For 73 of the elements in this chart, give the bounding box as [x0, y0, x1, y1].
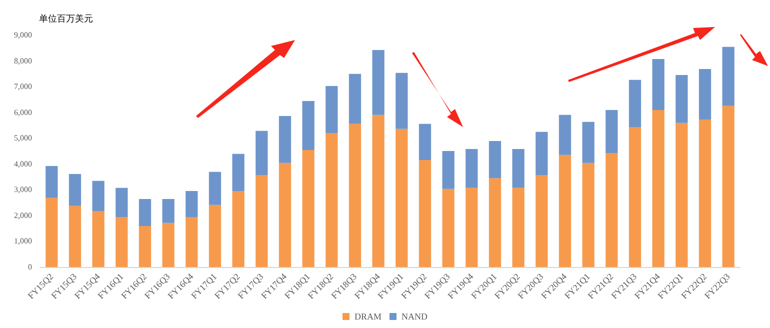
bar	[348, 124, 362, 267]
bar	[558, 154, 572, 267]
bar	[628, 127, 642, 267]
bar	[92, 180, 104, 212]
bar	[326, 86, 338, 133]
bar	[232, 190, 244, 267]
bar	[418, 160, 432, 267]
bar	[256, 130, 268, 175]
y-tick-label: 3,000	[14, 185, 32, 194]
bar	[698, 69, 712, 120]
bar	[488, 140, 502, 178]
bar	[698, 120, 712, 267]
bar	[278, 162, 292, 267]
bar	[372, 50, 384, 115]
legend-label: NAND	[402, 312, 428, 322]
legend-label: DRAM	[354, 312, 382, 322]
bar	[372, 114, 384, 267]
bar	[512, 188, 524, 267]
bar	[536, 132, 548, 175]
y-tick-label: 1,000	[14, 236, 32, 246]
bar	[722, 46, 734, 106]
bar	[68, 206, 82, 267]
bar	[652, 110, 664, 267]
bar	[302, 150, 314, 267]
bar	[68, 174, 82, 206]
bar	[652, 58, 664, 110]
bar	[466, 188, 478, 267]
bar	[92, 211, 104, 267]
bar	[302, 100, 314, 150]
bar	[558, 114, 572, 155]
bar	[606, 153, 618, 267]
bar	[488, 178, 502, 267]
bar	[46, 198, 58, 267]
bar	[442, 188, 454, 267]
y-tick-label: 8,000	[14, 56, 32, 66]
bar	[512, 148, 524, 188]
bar	[256, 174, 268, 267]
bar	[676, 74, 688, 123]
bar	[208, 204, 222, 267]
bar	[46, 166, 58, 198]
bar	[116, 216, 128, 267]
bar	[116, 188, 128, 217]
y-tick-label: 0	[28, 262, 32, 272]
bar	[606, 110, 618, 154]
bar	[676, 122, 688, 267]
y-tick-label: 4,000	[14, 159, 32, 168]
bar	[326, 132, 338, 267]
bar	[162, 198, 174, 223]
y-tick-label: 2,000	[14, 210, 32, 220]
bar	[138, 226, 152, 267]
bar	[396, 128, 408, 267]
bar	[582, 122, 594, 163]
bar	[278, 116, 292, 163]
bar	[186, 190, 198, 217]
bar	[582, 162, 594, 267]
bar	[628, 80, 642, 128]
y-tick-label: 9,000	[14, 30, 32, 40]
y-axis-title: 单位百万美元	[39, 14, 93, 24]
y-tick-label: 6,000	[14, 108, 32, 117]
y-tick-label: 7,000	[14, 82, 32, 92]
bar	[722, 106, 734, 267]
bar	[162, 222, 174, 267]
bar	[536, 174, 548, 267]
bar	[442, 151, 454, 189]
bar	[186, 216, 198, 267]
y-tick-label: 5,000	[14, 134, 32, 143]
bar	[232, 154, 244, 191]
bar	[138, 198, 152, 226]
bar	[466, 148, 478, 188]
bar	[208, 172, 222, 205]
bar	[418, 124, 432, 160]
bar	[348, 74, 362, 124]
bar	[396, 72, 408, 129]
